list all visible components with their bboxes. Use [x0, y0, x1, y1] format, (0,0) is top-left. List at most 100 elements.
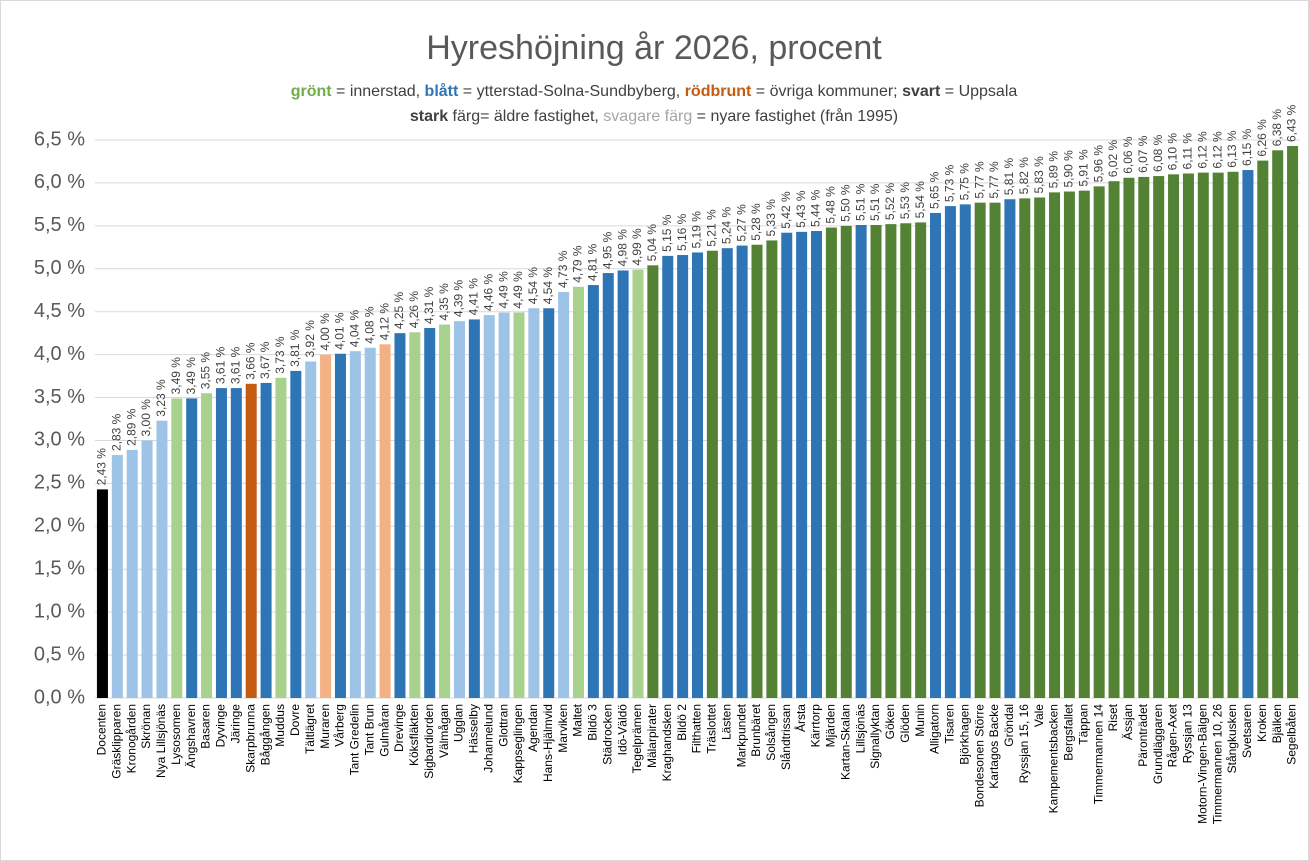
bar: [1272, 150, 1284, 699]
bar: [855, 224, 867, 699]
bar: [1019, 198, 1031, 699]
x-tick-label: Muddus: [273, 704, 287, 747]
value-label: 6,43 %: [1285, 104, 1299, 142]
bar: [602, 273, 614, 698]
bar: [1287, 146, 1299, 699]
value-label: 4,12 %: [377, 303, 391, 341]
value-label: 3,67 %: [258, 341, 272, 379]
bar: [201, 393, 213, 698]
bar: [156, 420, 168, 698]
y-tick-label: 4,5 %: [34, 300, 85, 322]
value-label: 4,73 %: [556, 250, 570, 288]
value-label: 5,89 %: [1047, 151, 1061, 189]
value-label: 2,43 %: [95, 448, 109, 486]
bar: [260, 382, 272, 698]
value-label: 4,54 %: [541, 267, 555, 305]
bar: [439, 324, 451, 698]
subtitle-segment: = nyare fastighet (från 1995): [692, 107, 898, 125]
bar: [1093, 186, 1105, 698]
bar: [1227, 171, 1239, 699]
x-tick-label: Gräsklipparen: [109, 704, 123, 779]
value-label: 6,11 %: [1181, 133, 1195, 170]
value-label: 5,50 %: [838, 184, 852, 222]
y-tick-label: 1,5 %: [34, 558, 85, 580]
y-tick-label: 2,5 %: [34, 472, 85, 494]
subtitle: stark färg= äldre fastighet, svagare fär…: [410, 107, 898, 125]
bar: [1004, 199, 1016, 699]
value-label: 5,19 %: [690, 211, 704, 249]
x-tick-label: Mälarpirater: [645, 704, 659, 768]
bar: [840, 225, 852, 698]
subtitle-segment: rödbrunt: [685, 83, 752, 100]
value-label: 6,08 %: [1151, 134, 1165, 172]
bar: [1078, 190, 1090, 698]
bar: [468, 319, 480, 698]
bar: [1182, 173, 1194, 699]
bar: [483, 315, 495, 698]
bar: [215, 388, 227, 698]
bar: [706, 250, 718, 699]
value-label: 3,55 %: [199, 352, 213, 390]
x-tick-label: Städrocken: [600, 704, 614, 765]
value-label: 4,31 %: [422, 286, 436, 324]
value-label: 4,35 %: [437, 283, 451, 321]
value-label: 5,82 %: [1017, 157, 1031, 195]
value-label: 5,96 %: [1091, 145, 1105, 183]
y-tick-label: 6,5 %: [34, 128, 85, 150]
x-tick-label: Riset: [1106, 703, 1120, 731]
value-label: 5,33 %: [764, 199, 778, 237]
x-tick-label: Skarpbrunna: [243, 704, 257, 773]
bar: [1168, 174, 1180, 699]
bar: [305, 361, 317, 698]
x-tick-label: Maltet: [571, 703, 585, 736]
bar: [572, 286, 584, 698]
value-label: 3,81 %: [288, 329, 302, 367]
x-tick-label: Munin: [913, 704, 927, 737]
x-tick-label: Stångkusken: [1225, 704, 1239, 773]
x-tick-label: Basaren: [199, 704, 213, 749]
bar: [290, 370, 302, 698]
subtitle-segment: svagare färg: [603, 108, 692, 125]
bar: [1242, 170, 1254, 699]
x-tick-label: Dovre: [288, 704, 302, 736]
x-tick-label: Välmågan: [437, 704, 451, 758]
bar: [617, 270, 629, 698]
y-tick-label: 2,0 %: [34, 515, 85, 537]
x-tick-label: Vårberg: [333, 704, 347, 747]
value-label: 5,73 %: [943, 164, 957, 202]
x-tick-label: Lästen: [719, 704, 733, 740]
x-tick-label: Kroken: [1255, 704, 1269, 742]
x-tick-label: Tältlägret: [303, 703, 317, 754]
value-label: 5,54 %: [913, 181, 927, 219]
value-label: 3,61 %: [228, 346, 242, 384]
x-tick-label: Kartan-Skalan: [838, 704, 852, 780]
value-label: 5,44 %: [809, 189, 823, 227]
x-tick-label: Bildö 2: [675, 704, 689, 741]
x-tick-label: Kraghandsken: [660, 704, 674, 781]
x-tick-label: Drevinge: [392, 704, 406, 752]
bar: [587, 285, 599, 698]
bar: [96, 489, 108, 698]
x-tick-label: Årsta: [793, 704, 808, 732]
x-tick-label: Kampementsbacken: [1047, 704, 1061, 813]
x-tick-label: Markpundet: [734, 703, 748, 767]
x-tick-label: Hans-Hjälmvid: [541, 704, 555, 782]
bar: [409, 332, 421, 698]
value-label: 6,15 %: [1240, 128, 1254, 166]
bar: [1197, 172, 1209, 699]
bar: [811, 230, 823, 698]
subtitle: grönt = innerstad, blått = ytterstad-Sol…: [291, 82, 1018, 100]
value-label: 6,26 %: [1255, 119, 1269, 157]
x-tick-label: Tant Brun: [362, 704, 376, 755]
value-label: 4,81 %: [586, 243, 600, 281]
x-tick-label: Docenten: [95, 704, 109, 755]
subtitle-segment: = innerstad,: [332, 83, 425, 100]
bar: [334, 353, 346, 698]
value-label: 3,49 %: [184, 357, 198, 395]
value-label: 5,53 %: [898, 182, 912, 220]
value-label: 3,23 %: [154, 379, 168, 417]
bar: [498, 312, 510, 698]
x-tick-label: Johannelund: [481, 704, 495, 773]
x-tick-label: Ässjan: [1121, 704, 1135, 740]
x-tick-label: Motorn-Vingen-Bälgen: [1195, 704, 1209, 824]
